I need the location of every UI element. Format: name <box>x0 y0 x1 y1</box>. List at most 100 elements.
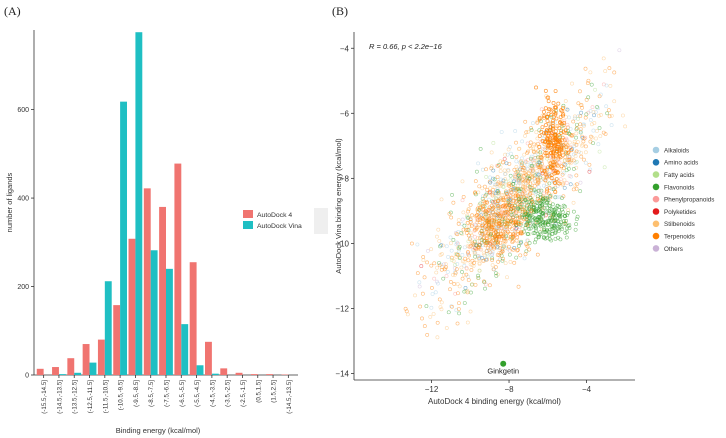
data-point <box>560 183 565 187</box>
data-point <box>483 286 487 291</box>
data-point <box>548 195 553 200</box>
data-point <box>444 326 449 330</box>
data-point <box>544 201 549 206</box>
data-point <box>536 172 541 177</box>
data-point <box>495 182 500 186</box>
x-axis-title: Binding energy (kcal/mol) <box>116 426 201 435</box>
data-point <box>564 219 569 223</box>
data-point <box>453 252 458 256</box>
data-point <box>565 230 569 234</box>
data-point <box>424 304 429 309</box>
data-point <box>535 168 539 173</box>
data-point <box>535 162 539 167</box>
data-point <box>486 245 490 250</box>
data-point <box>451 272 455 277</box>
data-point <box>457 244 462 249</box>
data-point <box>545 154 550 159</box>
data-point <box>565 158 570 163</box>
data-point <box>439 307 444 312</box>
data-point <box>496 259 501 264</box>
data-point <box>598 113 603 117</box>
data-point <box>525 223 530 228</box>
data-point <box>473 282 478 287</box>
data-point <box>450 304 454 309</box>
data-point <box>566 151 570 155</box>
data-point <box>540 125 545 130</box>
data-point <box>492 241 497 246</box>
data-point <box>489 239 494 244</box>
data-point <box>532 189 537 194</box>
data-point <box>595 105 599 109</box>
data-point <box>553 154 558 159</box>
data-point <box>513 203 518 207</box>
data-point <box>520 191 525 196</box>
data-point <box>475 169 479 174</box>
data-point <box>448 241 453 246</box>
data-point <box>563 150 568 155</box>
data-point <box>579 151 584 155</box>
data-point <box>574 165 579 170</box>
data-point <box>556 133 561 138</box>
data-point <box>468 262 473 267</box>
data-point <box>519 163 524 167</box>
data-point <box>503 177 508 182</box>
data-point <box>451 259 456 263</box>
legend-swatch <box>243 210 253 218</box>
data-point <box>492 212 497 217</box>
data-point <box>488 189 492 194</box>
data-point <box>533 221 538 226</box>
data-point <box>439 262 444 267</box>
data-point <box>570 134 574 138</box>
data-point <box>484 210 489 214</box>
data-point <box>566 163 571 168</box>
data-point <box>552 207 557 212</box>
data-point <box>476 273 480 278</box>
data-point <box>558 212 562 216</box>
data-point <box>514 238 519 243</box>
legend-swatch <box>652 232 660 240</box>
data-point <box>477 262 482 266</box>
data-point <box>509 226 514 231</box>
data-point <box>466 252 470 257</box>
x-tick-label: (-10.5,-9.5] <box>118 380 125 411</box>
data-point <box>484 192 489 197</box>
data-point <box>488 232 493 237</box>
bar-autodock4 <box>128 238 136 375</box>
data-point <box>534 229 538 234</box>
data-point <box>445 270 450 274</box>
data-point <box>535 204 540 208</box>
data-point <box>443 262 448 267</box>
bar-vina <box>120 101 127 376</box>
data-point <box>593 110 598 115</box>
data-point <box>479 233 483 238</box>
data-point <box>501 185 506 190</box>
data-point <box>603 132 608 136</box>
data-point <box>473 179 478 184</box>
legend-swatch <box>243 221 253 229</box>
data-point <box>537 134 542 138</box>
data-point <box>468 217 473 222</box>
data-point <box>460 232 465 236</box>
data-point <box>572 116 577 121</box>
data-point <box>514 170 519 174</box>
data-point <box>490 263 495 268</box>
data-point <box>578 180 583 185</box>
legend-label: Stilbenoids <box>664 221 695 228</box>
data-point <box>562 118 567 123</box>
legend-swatch <box>652 159 660 166</box>
ginkgetin-label: Ginkgetin <box>487 367 519 376</box>
data-point <box>429 247 434 252</box>
data-point <box>446 255 451 259</box>
data-point <box>523 252 528 257</box>
data-point <box>545 205 550 210</box>
data-point <box>490 244 495 248</box>
data-point <box>529 126 533 130</box>
data-point <box>425 332 430 337</box>
data-point <box>515 235 520 240</box>
data-point <box>507 252 512 257</box>
data-point <box>591 128 596 133</box>
data-point <box>534 85 538 90</box>
data-point <box>563 114 568 119</box>
data-point <box>565 122 570 127</box>
data-point <box>485 187 490 192</box>
